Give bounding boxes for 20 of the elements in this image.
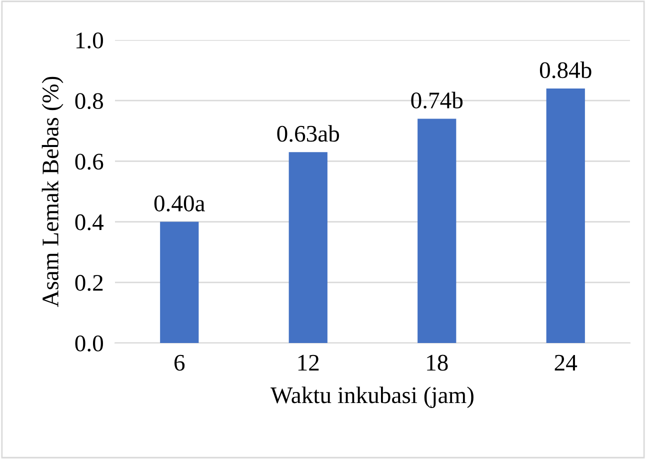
- y-tick-label: 0.6: [75, 154, 104, 170]
- y-tick-label: 0.8: [75, 93, 103, 110]
- x-tick-label: 6: [174, 354, 185, 371]
- x-axis-title: Waktu inkubasi (jam): [270, 386, 474, 408]
- y-tick-label: 0.4: [75, 214, 104, 230]
- x-tick-label: 18: [427, 354, 448, 371]
- data-label: 0.40a: [154, 196, 205, 212]
- y-tick-label: 0.2: [75, 274, 103, 291]
- x-tick-label: 12: [298, 354, 319, 370]
- data-label: 0.84b: [540, 62, 592, 78]
- x-tick-label: 24: [554, 354, 578, 370]
- bar: [288, 152, 328, 343]
- bar: [546, 88, 585, 343]
- data-label: 0.63ab: [277, 125, 340, 142]
- y-tick-label: 1.0: [76, 32, 103, 49]
- bar: [418, 118, 456, 343]
- y-axis-title: Asam Lemak Bebas (%): [42, 76, 64, 307]
- y-tick-label: 0.0: [75, 335, 103, 352]
- data-label: 0.74b: [411, 92, 463, 109]
- bar: [160, 222, 199, 343]
